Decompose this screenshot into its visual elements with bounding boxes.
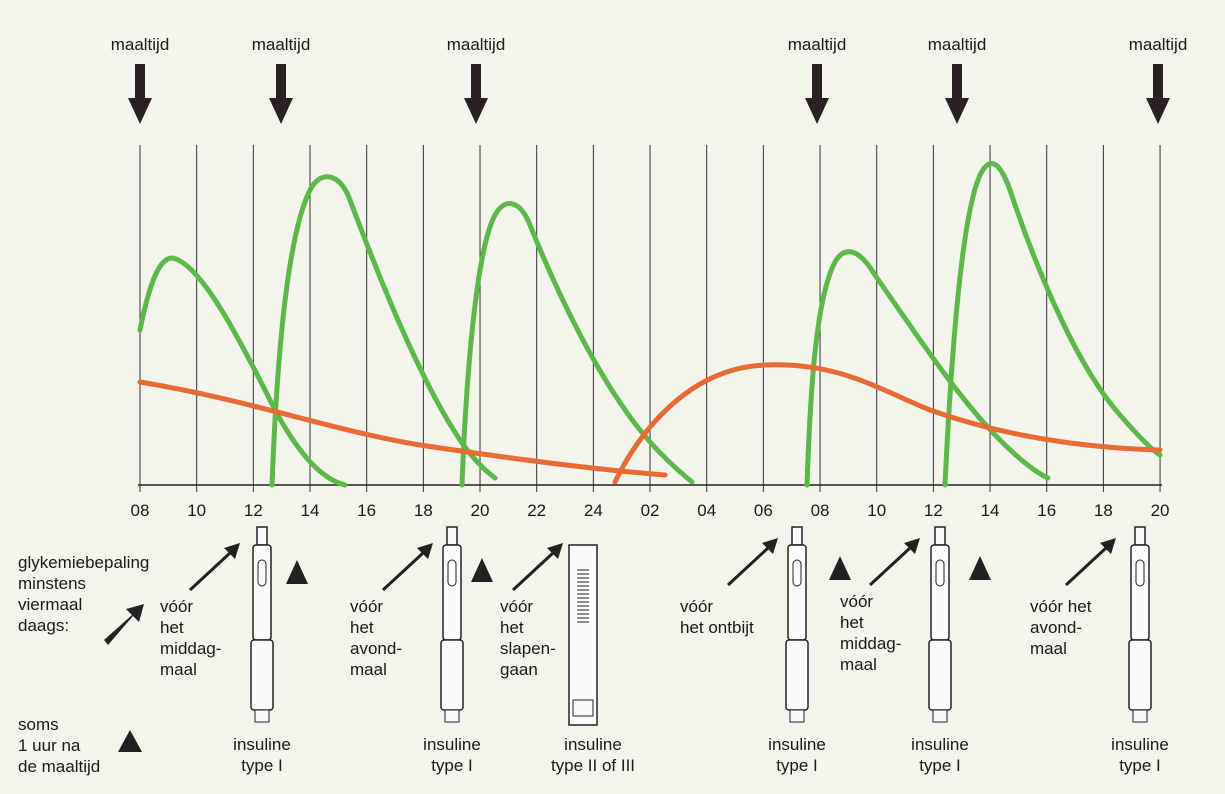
text-line: maal bbox=[350, 660, 387, 679]
hour-label: 06 bbox=[754, 501, 773, 520]
hour-label: 12 bbox=[924, 501, 943, 520]
text-line: glykemiebepaling bbox=[18, 553, 149, 572]
hour-label: 02 bbox=[641, 501, 660, 520]
insulin-pen bbox=[1129, 527, 1151, 722]
pen-button bbox=[933, 710, 947, 722]
text-line: viermaal bbox=[18, 595, 82, 614]
text-line: vóór het bbox=[1030, 597, 1092, 616]
text-line: insuline bbox=[233, 735, 291, 754]
pen-tip bbox=[1135, 527, 1145, 545]
text-line: maal bbox=[160, 660, 197, 679]
pen-body bbox=[569, 545, 597, 725]
meal-label: maaltijd bbox=[928, 35, 987, 54]
hour-label: 18 bbox=[1094, 501, 1113, 520]
text-line: 1 uur na bbox=[18, 736, 81, 755]
text-line: vóór bbox=[500, 597, 533, 616]
pen-grip bbox=[441, 640, 463, 710]
hour-label: 10 bbox=[187, 501, 206, 520]
hour-label: 12 bbox=[244, 501, 263, 520]
text-line: het bbox=[500, 618, 524, 637]
pen-button bbox=[255, 710, 269, 722]
pen-grip bbox=[251, 640, 273, 710]
text-line: vóór bbox=[840, 592, 873, 611]
text-line: het ontbijt bbox=[680, 618, 754, 637]
pen-grip bbox=[929, 640, 951, 710]
text-line: vóór bbox=[350, 597, 383, 616]
hour-label: 16 bbox=[1037, 501, 1056, 520]
text-line: gaan bbox=[500, 660, 538, 679]
pen-body bbox=[931, 545, 949, 640]
pen-button bbox=[445, 710, 459, 722]
hour-label: 08 bbox=[811, 501, 830, 520]
hour-label: 24 bbox=[584, 501, 603, 520]
text-line: minstens bbox=[18, 574, 86, 593]
pen-tip bbox=[792, 527, 802, 545]
text-line: avond- bbox=[1030, 618, 1082, 637]
pen-button bbox=[790, 710, 804, 722]
text-line: maal bbox=[840, 655, 877, 674]
text-line: insuline bbox=[911, 735, 969, 754]
insulin-pen bbox=[251, 527, 273, 722]
pen-body bbox=[1131, 545, 1149, 640]
text-line: middag- bbox=[840, 634, 901, 653]
text-line: het bbox=[350, 618, 374, 637]
text-line: vóór bbox=[160, 597, 193, 616]
meal-label: maaltijd bbox=[788, 35, 847, 54]
pen-tip bbox=[257, 527, 267, 545]
hour-label: 10 bbox=[867, 501, 886, 520]
text-line: type I bbox=[776, 756, 818, 775]
text-line: middag- bbox=[160, 639, 221, 658]
pen-body bbox=[253, 545, 271, 640]
text-line: type II of III bbox=[551, 756, 635, 775]
hour-label: 14 bbox=[301, 501, 320, 520]
text-line: daags: bbox=[18, 616, 69, 635]
diagram: 08 10 12 14 16 18 20 22 24 02 04 06 08 10 12 14 16 18 20 m… bbox=[0, 0, 1225, 794]
hour-label: 22 bbox=[527, 501, 546, 520]
hour-label: 04 bbox=[697, 501, 716, 520]
text-line: het bbox=[840, 613, 864, 632]
meal-label: maaltijd bbox=[111, 35, 170, 54]
text-line: type I bbox=[1119, 756, 1161, 775]
pen-button bbox=[1133, 710, 1147, 722]
hour-label: 14 bbox=[981, 501, 1000, 520]
hour-label: 16 bbox=[357, 501, 376, 520]
text-line: type I bbox=[431, 756, 473, 775]
text-line: insuline bbox=[564, 735, 622, 754]
text-line: maal bbox=[1030, 639, 1067, 658]
insulin-pen bbox=[786, 527, 808, 722]
insulin-pen bbox=[569, 545, 597, 725]
text-line: type I bbox=[241, 756, 283, 775]
text-line: insuline bbox=[423, 735, 481, 754]
hour-label: 20 bbox=[1151, 501, 1170, 520]
text-line: vóór bbox=[680, 597, 713, 616]
text-line: insuline bbox=[768, 735, 826, 754]
meal-label: maaltijd bbox=[252, 35, 311, 54]
pen-tip bbox=[935, 527, 945, 545]
pen-body bbox=[788, 545, 806, 640]
pen-tip bbox=[447, 527, 457, 545]
hour-label: 20 bbox=[471, 501, 490, 520]
meal-label: maaltijd bbox=[447, 35, 506, 54]
pen-grip bbox=[1129, 640, 1151, 710]
hour-label: 08 bbox=[131, 501, 150, 520]
text-line: insuline bbox=[1111, 735, 1169, 754]
text-line: avond- bbox=[350, 639, 402, 658]
pen-grip bbox=[786, 640, 808, 710]
text-line: soms bbox=[18, 715, 59, 734]
text-line: slapen- bbox=[500, 639, 556, 658]
insulin-pen bbox=[929, 527, 951, 722]
hour-label: 18 bbox=[414, 501, 433, 520]
meal-label: maaltijd bbox=[1129, 35, 1188, 54]
text-line: het bbox=[160, 618, 184, 637]
insulin-pen bbox=[441, 527, 463, 722]
pen-body bbox=[443, 545, 461, 640]
text-line: de maaltijd bbox=[18, 757, 100, 776]
text-line: type I bbox=[919, 756, 961, 775]
